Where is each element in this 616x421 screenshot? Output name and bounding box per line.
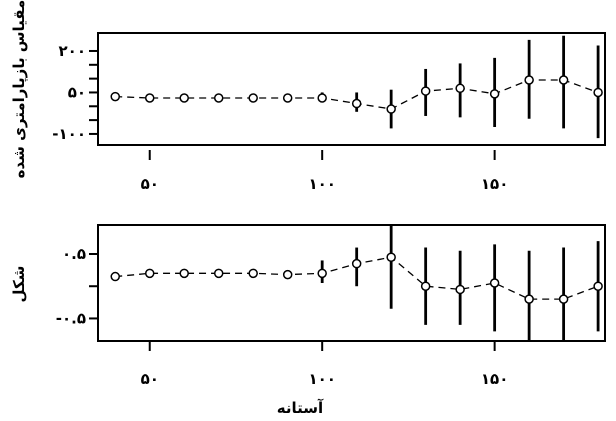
data-point <box>593 281 603 291</box>
data-point <box>593 87 603 98</box>
data-point <box>213 93 224 103</box>
x-tick-label: ۱۰۰ <box>308 175 335 193</box>
data-point <box>351 98 362 109</box>
lower-panel: ۵۰ ۱۰۰ ۱۵۰ -۰.۵ ۰.۵ <box>56 224 606 388</box>
data-point <box>282 269 293 280</box>
x-tick-label: ۱۵۰ <box>481 370 508 388</box>
upper-panel: ۵۰ ۱۰۰ ۱۵۰ -۱۰۰ ۵۰ ۲۰۰ <box>52 32 606 193</box>
data-point <box>248 93 258 103</box>
data-point <box>110 91 120 102</box>
y-tick-label: ۰.۵ <box>62 245 86 263</box>
data-point <box>248 268 258 279</box>
data-point <box>144 93 155 103</box>
data-point <box>282 93 293 103</box>
data-point <box>317 93 327 103</box>
data-point <box>420 86 431 96</box>
data-point <box>213 268 224 279</box>
data-point <box>558 75 569 85</box>
x-tick-label: ۱۵۰ <box>481 175 508 193</box>
data-point <box>386 104 396 114</box>
data-point <box>179 268 189 279</box>
data-point <box>524 75 534 85</box>
x-tick-label: ۵۰ <box>141 370 159 388</box>
lower-y-axis-label: شکل <box>10 266 28 303</box>
data-point <box>489 278 500 288</box>
data-point <box>489 89 500 99</box>
data-point <box>110 271 120 282</box>
y-tick-label: ۲۰۰ <box>59 42 86 60</box>
data-point <box>420 281 431 291</box>
x-tick-label: ۱۰۰ <box>308 370 335 388</box>
data-point <box>455 284 465 295</box>
data-point <box>144 268 155 279</box>
y-tick-label: ۵۰ <box>68 83 86 101</box>
data-point <box>386 252 396 262</box>
plot-frame <box>97 224 606 342</box>
y-tick-label: -۰.۵ <box>56 309 86 327</box>
y-tick-label: -۱۰۰ <box>52 125 86 143</box>
plot-frame <box>97 32 606 146</box>
data-point <box>524 294 534 304</box>
x-tick-label: ۵۰ <box>141 175 159 193</box>
data-point <box>558 294 569 304</box>
data-point <box>317 268 327 279</box>
data-point <box>351 258 362 269</box>
data-point <box>455 83 465 94</box>
x-axis-label: آستانه <box>277 399 324 417</box>
data-point <box>179 93 189 103</box>
upper-y-axis-label: مقیاس بازپارامتری شده <box>10 0 29 178</box>
